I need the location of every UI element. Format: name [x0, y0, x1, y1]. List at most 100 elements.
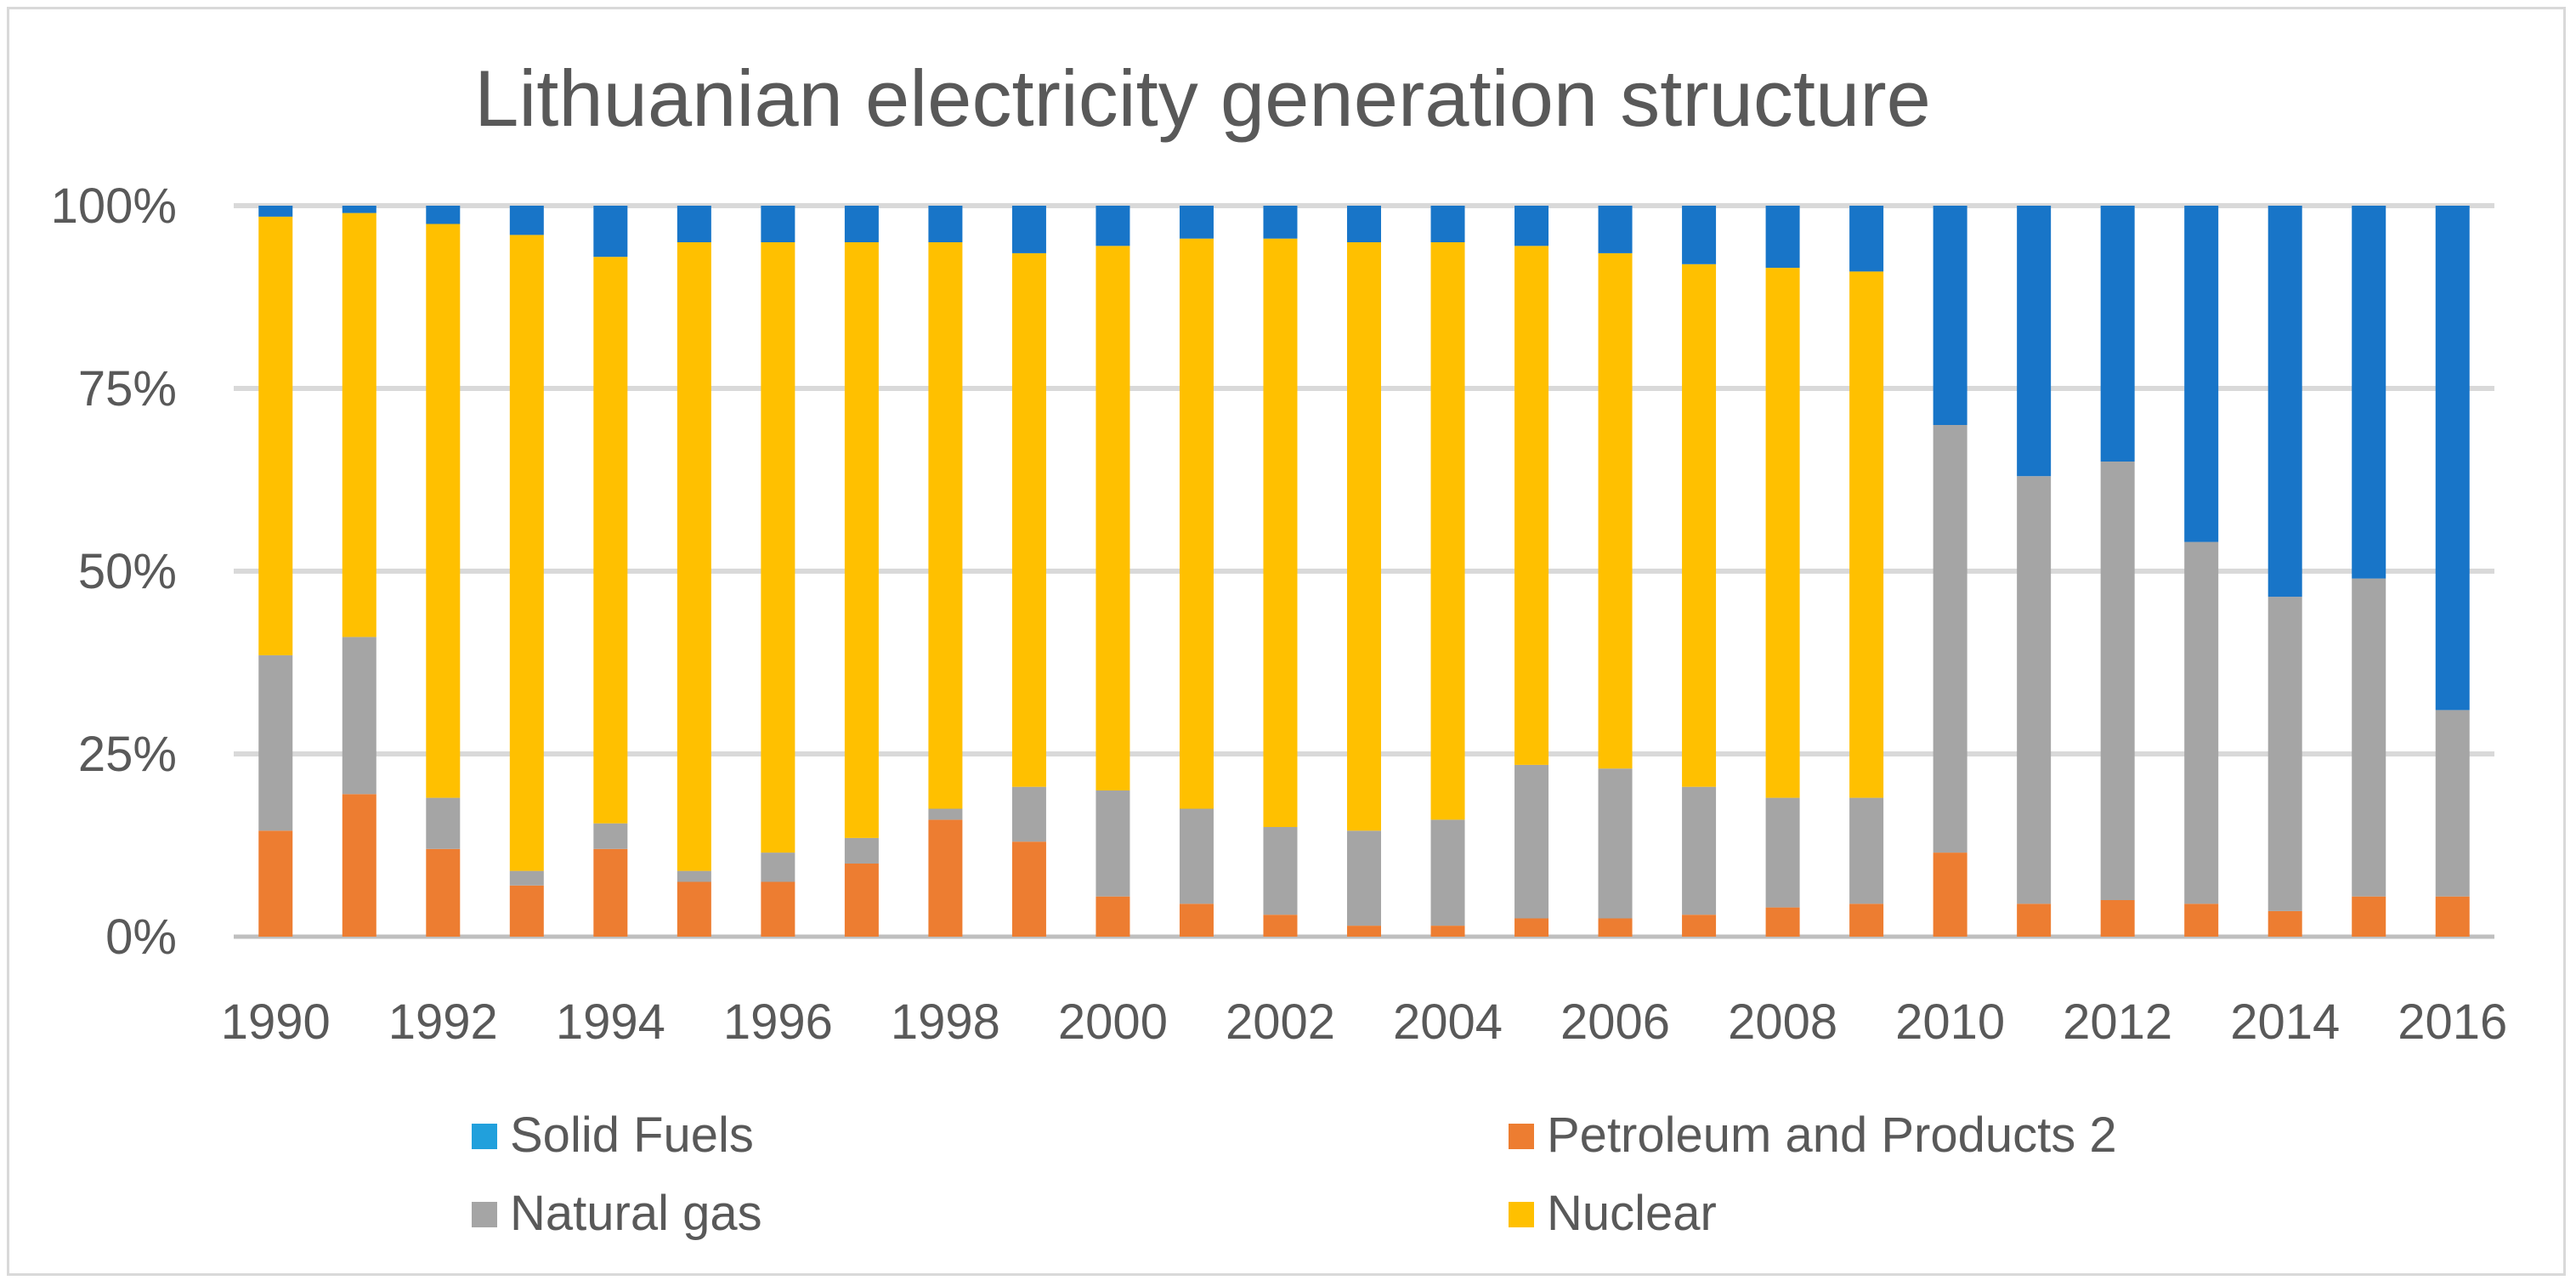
- bar-segment: [2435, 206, 2470, 711]
- bar-segment: [509, 235, 544, 871]
- bar-segment: [1011, 206, 1046, 253]
- y-tick-label: 75%: [78, 361, 177, 416]
- bar-segment: [1263, 827, 1298, 915]
- bar-segment: [1765, 907, 1800, 937]
- bar-segment: [1179, 904, 1214, 937]
- bar-segment: [258, 216, 293, 655]
- bar-segment: [2100, 900, 2135, 937]
- bar-segment: [593, 257, 628, 824]
- bar-segment: [1430, 926, 1465, 937]
- bar-segment: [1849, 797, 1884, 904]
- bar-segment: [509, 206, 544, 235]
- bar-segment: [1179, 238, 1214, 809]
- bar-segment: [1598, 768, 1633, 919]
- bar-segment: [928, 242, 963, 809]
- bar-segment: [928, 206, 963, 242]
- bars: [258, 206, 2470, 937]
- bar-segment: [2267, 597, 2302, 911]
- bar-segment: [1849, 904, 1884, 937]
- bar-segment: [761, 242, 795, 853]
- bar-segment: [342, 206, 376, 213]
- bar-segment: [1430, 242, 1465, 820]
- bar-segment: [342, 637, 376, 795]
- bar-segment: [1933, 425, 1967, 853]
- bar-segment: [2184, 904, 2219, 937]
- bar-segment: [2017, 904, 2052, 937]
- bar-segment: [1514, 206, 1549, 246]
- bar-segment: [258, 830, 293, 937]
- bar-segment: [1682, 206, 1717, 264]
- bar-segment: [426, 797, 461, 849]
- bar-segment: [258, 206, 293, 217]
- legend-label: Nuclear: [1547, 1186, 1717, 1241]
- bar-segment: [426, 224, 461, 798]
- bar-segment: [1682, 263, 1717, 787]
- bar-segment: [1849, 271, 1884, 798]
- bar-segment: [1096, 246, 1130, 790]
- legend-swatch: [472, 1202, 497, 1227]
- bar-segment: [2267, 206, 2302, 598]
- bar-segment: [1011, 786, 1046, 842]
- bar-segment: [426, 848, 461, 937]
- bar-segment: [342, 794, 376, 937]
- legend-swatch: [1509, 1202, 1534, 1227]
- bar-segment: [2100, 462, 2135, 900]
- bar-segment: [593, 206, 628, 258]
- legend-swatch: [472, 1124, 497, 1149]
- legend: Solid Fuels Petroleum and Products 2 Natur…: [472, 1108, 2117, 1241]
- bar-segment: [1598, 252, 1633, 769]
- x-tick-label: 2002: [1226, 994, 1335, 1050]
- bar-segment: [1682, 786, 1717, 915]
- x-axis: 1990 1992 1994 1996 1998 2000 2002 2004 2006 2008…: [221, 994, 2508, 1050]
- bar-segment: [1849, 206, 1884, 272]
- bar-segment: [1598, 918, 1633, 937]
- bar-segment: [2352, 206, 2386, 579]
- bar-segment: [2267, 910, 2302, 937]
- bar-segment: [1514, 764, 1549, 919]
- bar-segment: [1430, 206, 1465, 242]
- bar-segment: [2184, 206, 2219, 542]
- bar-segment: [1682, 915, 1717, 937]
- bar-segment: [1765, 797, 1800, 908]
- bar-segment: [1514, 918, 1549, 937]
- bar-segment: [1096, 206, 1130, 246]
- bar-segment: [2100, 206, 2135, 462]
- bar-segment: [1096, 896, 1130, 937]
- bar-segment: [2352, 896, 2386, 937]
- bar-segment: [761, 853, 795, 882]
- bar-segment: [509, 885, 544, 937]
- y-tick-label: 25%: [78, 727, 177, 782]
- x-tick-label: 1996: [723, 994, 833, 1050]
- bar-segment: [844, 864, 879, 937]
- legend-label: Petroleum and Products 2: [1547, 1108, 2117, 1163]
- bar-segment: [593, 848, 628, 937]
- x-tick-label: 1992: [388, 994, 498, 1050]
- bar-segment: [1179, 808, 1214, 904]
- bar-segment: [677, 881, 711, 937]
- bar-segment: [1263, 206, 1298, 239]
- bar-segment: [1430, 819, 1465, 926]
- legend-item: Solid Fuels: [472, 1108, 754, 1163]
- bar-segment: [1347, 830, 1381, 926]
- bar-segment: [1011, 252, 1046, 787]
- y-tick-label: 0%: [105, 909, 177, 965]
- bar-segment: [1347, 926, 1381, 937]
- x-tick-label: 2006: [1560, 994, 1670, 1050]
- bar-segment: [1765, 206, 1800, 269]
- x-tick-label: 1998: [891, 994, 1000, 1050]
- x-tick-label: 2008: [1728, 994, 1837, 1050]
- bar-segment: [761, 206, 795, 242]
- y-axis: 0% 25% 50% 75% 100%: [51, 178, 177, 965]
- bar-segment: [2184, 541, 2219, 904]
- bar-segment: [761, 881, 795, 937]
- bar-segment: [1347, 242, 1381, 831]
- chart-title: Lithuanian electricity generation struct…: [474, 54, 1931, 143]
- x-tick-label: 1994: [556, 994, 665, 1050]
- bar-segment: [1933, 853, 1967, 937]
- bar-segment: [928, 819, 963, 937]
- legend-item: Nuclear: [1509, 1186, 1717, 1241]
- bar-segment: [1514, 246, 1549, 765]
- x-tick-label: 2016: [2398, 994, 2507, 1050]
- bar-segment: [1011, 841, 1046, 937]
